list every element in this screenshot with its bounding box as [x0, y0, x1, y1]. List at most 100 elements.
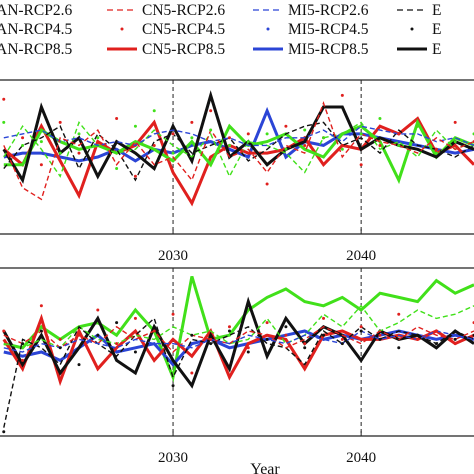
data-point [171, 312, 175, 316]
data-point [378, 117, 382, 120]
data-point [39, 304, 43, 308]
data-point [190, 136, 194, 140]
data-point [21, 342, 25, 346]
legend-swatch [266, 27, 270, 31]
data-point [171, 132, 175, 136]
bottom-panel: 2030 2040 Year [0, 267, 474, 474]
data-point [2, 120, 6, 124]
x-tick-label: 2030 [158, 248, 188, 264]
legend-label: AN-RCP2.6 [0, 2, 72, 19]
data-point [359, 163, 363, 167]
data-point [340, 337, 344, 341]
data-point [453, 337, 457, 341]
data-point [77, 132, 81, 136]
legend: AN-RCP2.6 CN5-RCP2.6 MI5-RCP2.6 E AN-RCP4.5 C… [0, 2, 441, 58]
data-point [246, 132, 250, 136]
data-point [359, 325, 363, 329]
data-point [265, 132, 269, 136]
data-point [21, 358, 25, 362]
data-point [133, 174, 137, 178]
data-point [133, 316, 137, 320]
data-point [152, 325, 156, 329]
legend-entry: MI5-RCP2.6 [253, 2, 369, 19]
data-point [227, 325, 231, 329]
series-group [2, 90, 474, 207]
legend-label: AN-RCP8.5 [0, 41, 72, 58]
data-point [359, 132, 363, 136]
legend-entry: CN5-RCP8.5 [107, 41, 225, 58]
legend-swatch [410, 27, 414, 31]
legend-entry: CN5-RCP4.5 [120, 21, 225, 38]
top-panel: 2030 2040 [0, 79, 474, 264]
data-point [265, 321, 269, 325]
data-point [2, 329, 6, 333]
data-point [322, 316, 326, 320]
data-point [96, 140, 100, 144]
data-point [434, 147, 438, 151]
data-point [265, 337, 269, 341]
data-point [209, 109, 213, 113]
data-point [2, 430, 6, 434]
data-point [378, 143, 382, 147]
data-point [265, 182, 269, 186]
data-point [416, 124, 420, 128]
data-point [227, 143, 231, 147]
data-point [340, 93, 344, 97]
legend-label: E [432, 41, 441, 58]
data-point [96, 308, 100, 312]
data-point [284, 333, 288, 337]
x-tick-label: 2040 [346, 248, 376, 264]
legend-label: CN5-RCP8.5 [142, 41, 225, 58]
x-tick-label: 2030 [158, 450, 188, 466]
data-point [284, 124, 288, 128]
series-line [2, 313, 474, 387]
legend-label: CN5-RCP4.5 [142, 21, 225, 38]
series-line [3, 304, 474, 349]
data-point [434, 151, 438, 155]
data-point [58, 337, 62, 341]
series-line [3, 330, 474, 353]
series-line [3, 325, 474, 353]
data-point [378, 337, 382, 341]
data-point [434, 342, 438, 346]
legend-entry: CN5-RCP2.6 [107, 2, 225, 19]
data-point [246, 346, 250, 350]
legend-entry: E [397, 41, 441, 58]
data-point [209, 342, 213, 346]
legend-swatch [120, 27, 124, 31]
data-point [171, 151, 175, 155]
data-point [359, 329, 363, 333]
data-point [77, 363, 81, 367]
data-point [115, 117, 119, 120]
legend-label: CN5-RCP2.6 [142, 2, 225, 19]
data-point [303, 342, 307, 346]
data-point [303, 143, 307, 147]
data-point [416, 337, 420, 341]
legend-label: MI5-RCP2.6 [288, 2, 369, 19]
data-point [39, 140, 43, 144]
data-point [58, 120, 62, 124]
data-point [133, 124, 137, 128]
data-point [96, 333, 100, 337]
data-point [453, 120, 457, 124]
legend-label: AN-RCP4.5 [0, 21, 72, 38]
data-point [322, 333, 326, 337]
series-line [3, 317, 474, 428]
x-tick-label: 2040 [346, 450, 376, 466]
data-point [434, 329, 438, 333]
data-point [21, 136, 25, 140]
data-point [378, 333, 382, 337]
series-line [3, 106, 474, 163]
data-point [453, 140, 457, 144]
data-point [2, 97, 6, 101]
legend-label: E [432, 21, 441, 38]
data-point [397, 346, 401, 350]
data-point [246, 350, 250, 354]
legend-label: E [432, 2, 441, 19]
data-point [58, 346, 62, 350]
legend-entry: E [410, 21, 441, 38]
data-point [340, 147, 344, 151]
series-group [2, 275, 474, 434]
legend-label: MI5-RCP4.5 [288, 21, 369, 38]
data-point [209, 337, 213, 341]
